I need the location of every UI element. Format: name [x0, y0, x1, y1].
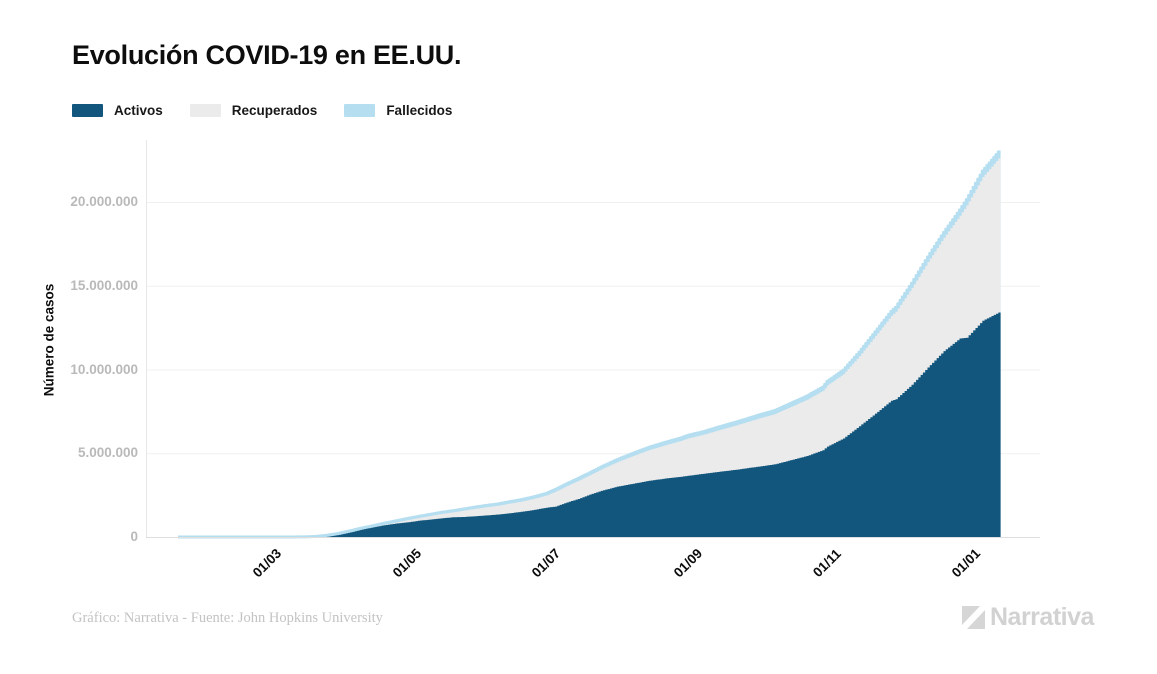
- x-tick-nov: 01/11: [809, 546, 844, 580]
- y-tick-0: 0: [130, 529, 138, 544]
- legend-item-recuperados: Recuperados: [189, 103, 318, 118]
- chart-legend: Activos Recuperados Fallecidos: [72, 103, 452, 118]
- y-tick-10m: 10.000.000: [70, 361, 138, 377]
- x-tick-sep: 01/09: [670, 545, 705, 581]
- series-recuperados-area: [178, 158, 1001, 537]
- x-tick-mar: 01/03: [249, 545, 285, 581]
- series-fallecidos-topline: [178, 150, 1001, 539]
- y-axis-title: Número de casos: [41, 283, 57, 397]
- source-credit: Gráfico: Narrativa - Fuente: John Hopkin…: [72, 610, 383, 626]
- activos-swatch-icon: [72, 104, 103, 117]
- legend-label-activos: Activos: [114, 103, 163, 118]
- x-tick-jul: 01/07: [528, 545, 564, 581]
- y-tick-20m: 20.000.000: [70, 194, 138, 209]
- recuperados-swatch-icon: [189, 104, 221, 117]
- legend-label-recuperados: Recuperados: [231, 103, 318, 118]
- narrativa-logo-icon: [962, 606, 985, 629]
- legend-item-fallecidos: Fallecidos: [344, 103, 452, 118]
- legend-item-activos: Activos: [72, 103, 163, 118]
- chart-plot-area: [146, 140, 1040, 539]
- page-title: Evolución COVID-19 en EE.UU.: [72, 40, 462, 70]
- narrativa-logo-text: Narrativa: [990, 603, 1094, 631]
- fallecidos-swatch-icon: [344, 104, 376, 117]
- narrativa-logo: Narrativa: [960, 603, 1094, 632]
- series-activos-area: [178, 312, 1001, 537]
- x-tick-jan: 01/01: [949, 545, 984, 581]
- y-tick-5m: 5.000.000: [77, 445, 138, 461]
- legend-label-fallecidos: Fallecidos: [386, 103, 453, 118]
- y-tick-15m: 15.000.000: [70, 277, 138, 293]
- x-tick-may: 01/05: [389, 545, 424, 581]
